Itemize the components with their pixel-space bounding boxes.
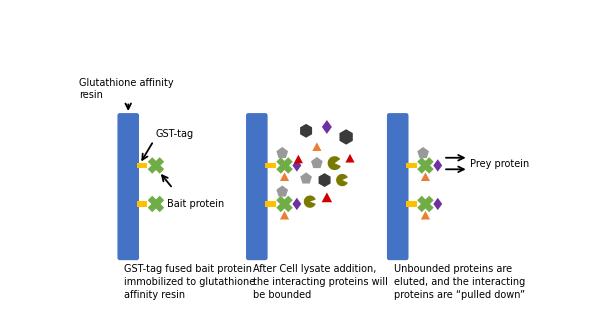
- Polygon shape: [417, 196, 434, 212]
- Polygon shape: [322, 120, 332, 134]
- Text: GST-tag: GST-tag: [155, 129, 193, 139]
- Polygon shape: [421, 211, 430, 220]
- Polygon shape: [433, 198, 442, 210]
- Text: Glutathione affinity
resin: Glutathione affinity resin: [79, 77, 174, 100]
- Polygon shape: [340, 129, 353, 145]
- FancyBboxPatch shape: [117, 113, 139, 260]
- Polygon shape: [148, 157, 164, 174]
- Bar: [406, 163, 417, 168]
- Polygon shape: [312, 142, 321, 151]
- Text: Unbounded proteins are
eluted, and the interacting
proteins are “pulled down”: Unbounded proteins are eluted, and the i…: [394, 264, 525, 300]
- Bar: [137, 163, 148, 168]
- Text: Bait protein: Bait protein: [167, 199, 224, 209]
- Polygon shape: [417, 147, 429, 158]
- Polygon shape: [346, 154, 355, 163]
- Polygon shape: [294, 155, 303, 163]
- Text: GST-tag fused bait protein
immobilized to glutathione
affinity resin: GST-tag fused bait protein immobilized t…: [124, 264, 256, 300]
- Polygon shape: [276, 157, 293, 174]
- Wedge shape: [304, 196, 316, 208]
- Polygon shape: [311, 157, 322, 168]
- Polygon shape: [280, 172, 289, 181]
- Polygon shape: [276, 196, 293, 212]
- Polygon shape: [318, 173, 331, 187]
- Wedge shape: [336, 174, 348, 186]
- FancyBboxPatch shape: [387, 113, 409, 260]
- Polygon shape: [276, 157, 293, 174]
- Text: Prey protein: Prey protein: [470, 159, 530, 169]
- Polygon shape: [292, 198, 301, 210]
- Bar: [406, 201, 417, 207]
- Bar: [265, 201, 276, 207]
- Bar: [265, 163, 276, 168]
- Polygon shape: [276, 147, 288, 158]
- Polygon shape: [280, 211, 289, 220]
- Polygon shape: [322, 192, 332, 202]
- Polygon shape: [417, 196, 434, 212]
- Polygon shape: [148, 196, 164, 212]
- Polygon shape: [148, 196, 164, 212]
- Polygon shape: [300, 124, 312, 138]
- Bar: [137, 201, 148, 207]
- Text: After Cell lysate addition,
the interacting proteins will
be bounded: After Cell lysate addition, the interact…: [253, 264, 388, 300]
- Polygon shape: [292, 159, 301, 172]
- Polygon shape: [421, 172, 430, 181]
- Polygon shape: [300, 172, 312, 184]
- Polygon shape: [276, 196, 293, 212]
- Polygon shape: [276, 186, 288, 196]
- Polygon shape: [433, 159, 442, 172]
- Wedge shape: [328, 156, 341, 170]
- FancyBboxPatch shape: [246, 113, 268, 260]
- Polygon shape: [417, 157, 434, 174]
- Polygon shape: [417, 157, 434, 174]
- Polygon shape: [148, 157, 164, 174]
